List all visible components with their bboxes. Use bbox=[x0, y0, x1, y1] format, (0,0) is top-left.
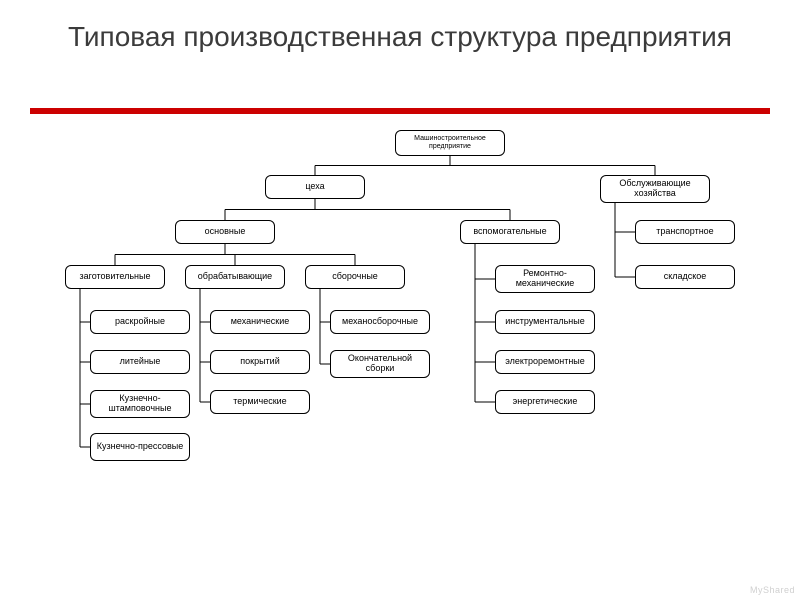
node-obr: обрабатывающие bbox=[185, 265, 285, 289]
node-kuzpr: Кузнечно-прессовые bbox=[90, 433, 190, 461]
node-energ: энергетические bbox=[495, 390, 595, 414]
node-kuzsh: Кузнечно-штамповочные bbox=[90, 390, 190, 418]
node-lit: литейные bbox=[90, 350, 190, 374]
node-instr: инструментальные bbox=[495, 310, 595, 334]
node-rask: раскройные bbox=[90, 310, 190, 334]
node-term: термические bbox=[210, 390, 310, 414]
node-root: Машиностроительное предприятие bbox=[395, 130, 505, 156]
node-mhsb: механосборочные bbox=[330, 310, 430, 334]
node-vsp: вспомогательные bbox=[460, 220, 560, 244]
node-osn: основные bbox=[175, 220, 275, 244]
node-elrem: электроремонтные bbox=[495, 350, 595, 374]
node-mech: механические bbox=[210, 310, 310, 334]
node-obsl: Обслуживающие хозяйства bbox=[600, 175, 710, 203]
node-sklad: складское bbox=[635, 265, 735, 289]
node-rem: Ремонтно-механические bbox=[495, 265, 595, 293]
node-trans: транспортное bbox=[635, 220, 735, 244]
slide-title: Типовая производственная структура предп… bbox=[0, 20, 800, 54]
node-pokr: покрытий bbox=[210, 350, 310, 374]
divider-bar bbox=[30, 108, 770, 114]
node-okon: Окончательной сборки bbox=[330, 350, 430, 378]
node-zag: заготовительные bbox=[65, 265, 165, 289]
node-ceha: цеха bbox=[265, 175, 365, 199]
node-sbor: сборочные bbox=[305, 265, 405, 289]
org-chart: Машиностроительное предприятие цеха Обслуж… bbox=[0, 125, 800, 585]
watermark: MyShared bbox=[750, 585, 795, 595]
